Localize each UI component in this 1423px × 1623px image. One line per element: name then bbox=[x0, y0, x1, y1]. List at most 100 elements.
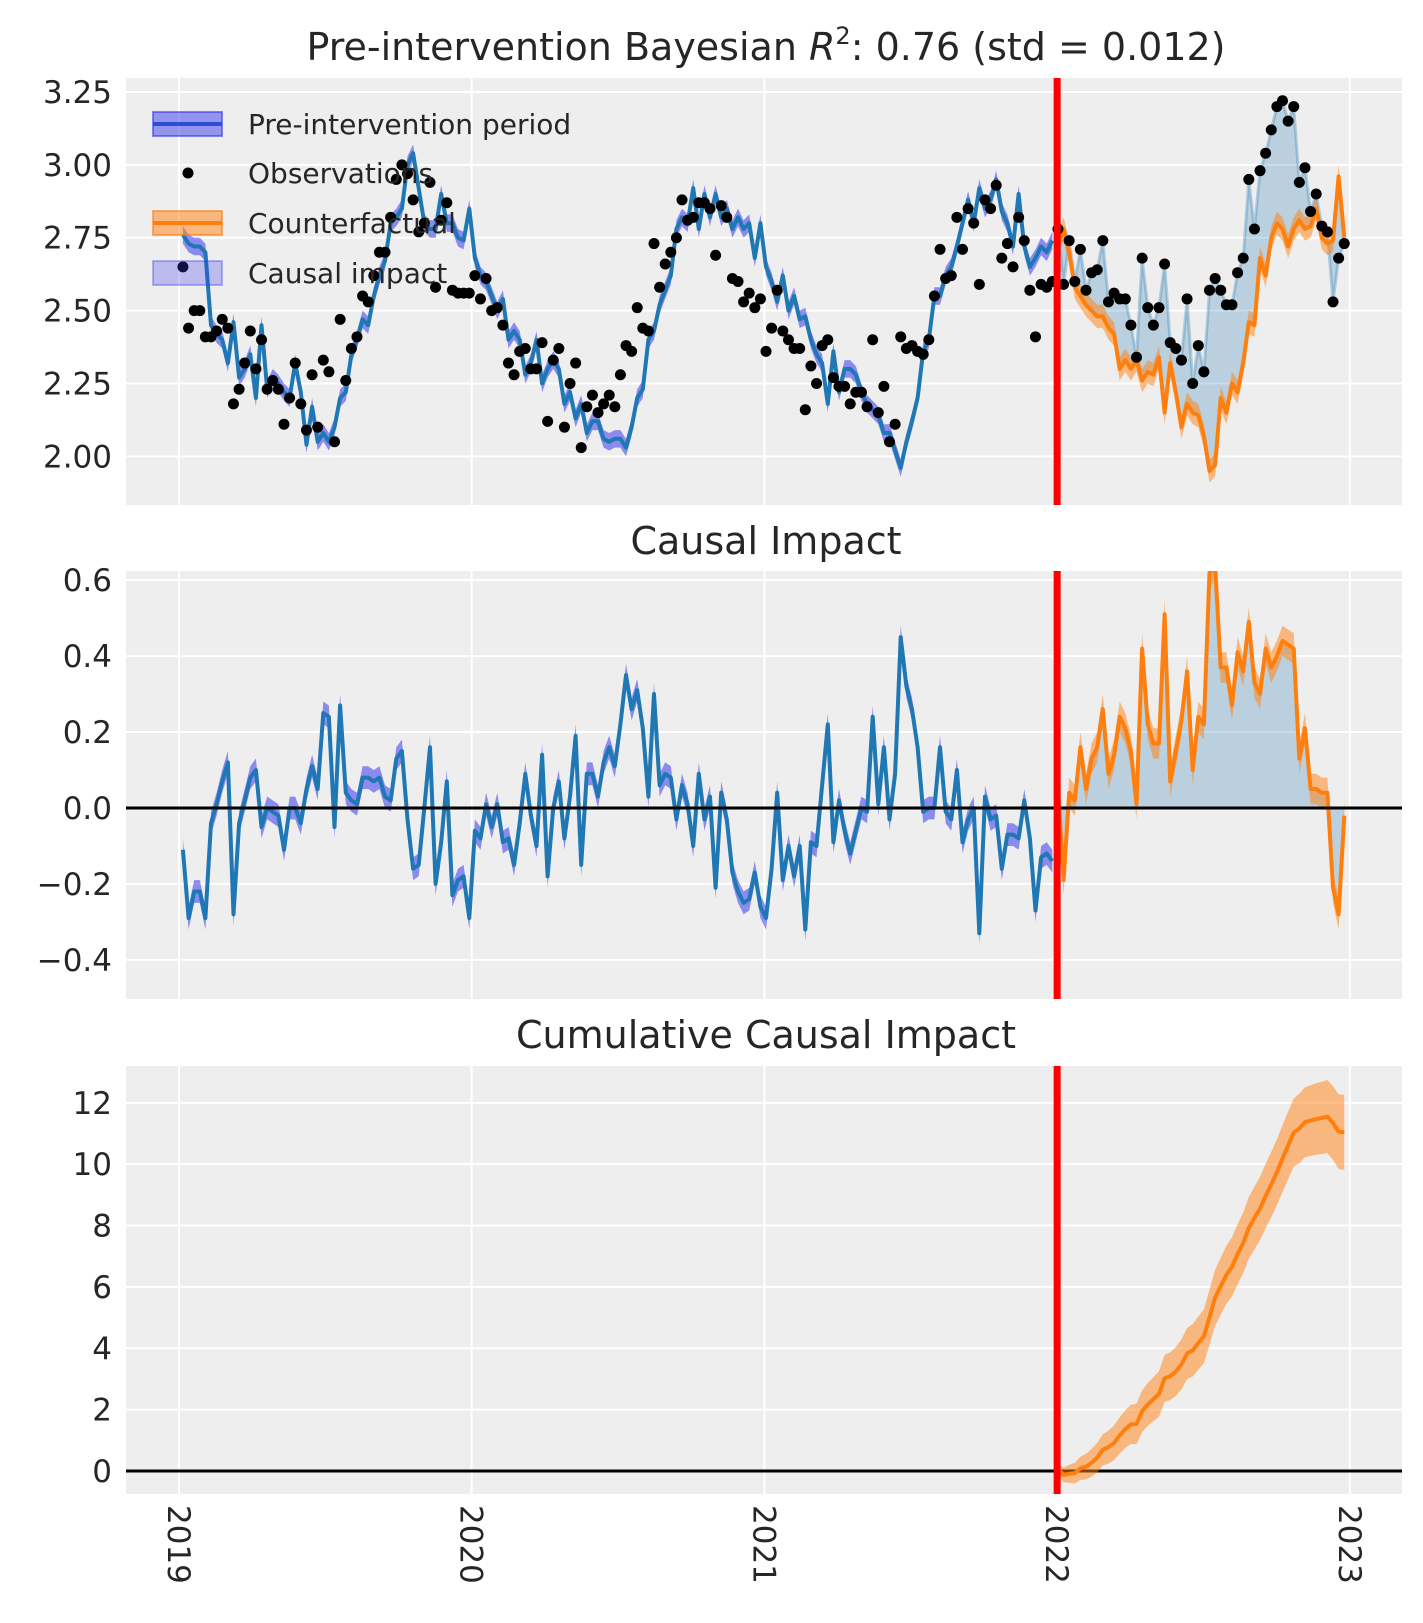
observation-point bbox=[430, 281, 442, 293]
fit-line bbox=[181, 151, 1055, 470]
legend-item-pre-intervention: Pre-intervention period bbox=[152, 108, 571, 141]
y-tick-label: 2.00 bbox=[43, 439, 112, 475]
observation-point bbox=[738, 296, 750, 308]
legend-label: Causal impact bbox=[248, 257, 447, 290]
observation-point bbox=[1170, 342, 1182, 354]
observation-point bbox=[1153, 302, 1165, 314]
observation-point bbox=[491, 302, 503, 314]
observation-point bbox=[777, 325, 789, 337]
observation-point bbox=[844, 398, 856, 410]
observation-point bbox=[996, 252, 1008, 264]
observation-point bbox=[760, 345, 772, 357]
observation-point bbox=[306, 369, 318, 381]
panel-1: 2.00 2.25 2.50 2.75 3.00 3.25 bbox=[43, 75, 1402, 505]
observation-point bbox=[441, 197, 453, 209]
observation-point bbox=[435, 214, 447, 226]
observation-point bbox=[508, 369, 520, 381]
impact-line-pre bbox=[180, 635, 1054, 936]
observation-point bbox=[1265, 124, 1277, 136]
observation-point bbox=[884, 436, 896, 448]
y-tick-label: 8 bbox=[92, 1209, 112, 1245]
y-tick-label: 2.75 bbox=[43, 221, 112, 257]
observation-point bbox=[362, 296, 374, 308]
observation-point bbox=[407, 194, 419, 206]
x-tick-label: 2023 bbox=[1331, 1505, 1367, 1584]
observation-point bbox=[317, 354, 329, 366]
observation-point bbox=[575, 442, 587, 454]
observation-point bbox=[985, 203, 997, 215]
observation-point bbox=[211, 325, 223, 337]
observation-point bbox=[586, 389, 598, 401]
observation-point bbox=[1080, 284, 1092, 296]
observation-point bbox=[244, 325, 256, 337]
observation-point bbox=[715, 200, 727, 212]
observation-point bbox=[1147, 319, 1159, 331]
observation-point bbox=[743, 287, 755, 299]
observation-point bbox=[216, 313, 228, 325]
y-tick-label: 0.6 bbox=[63, 563, 112, 599]
observation-point bbox=[261, 383, 273, 395]
y-tick-label: 0.4 bbox=[63, 639, 112, 675]
observation-point bbox=[295, 398, 307, 410]
observation-point bbox=[766, 322, 778, 334]
observation-point bbox=[329, 436, 341, 448]
observation-point bbox=[665, 246, 677, 258]
observation-point bbox=[749, 302, 761, 314]
observation-point bbox=[1125, 319, 1137, 331]
observation-point bbox=[553, 342, 565, 354]
panel3-title: Cumulative Causal Impact bbox=[516, 1013, 1016, 1057]
legend-band-purple-icon bbox=[152, 260, 223, 286]
observation-point bbox=[754, 293, 766, 305]
observation-point bbox=[614, 369, 626, 381]
y-tick-label: 0.0 bbox=[63, 791, 112, 827]
observation-point bbox=[1204, 284, 1216, 296]
observation-point bbox=[811, 377, 823, 389]
observation-point bbox=[710, 249, 722, 261]
cumulative-impact-line bbox=[1056, 1114, 1345, 1477]
observation-point bbox=[418, 217, 430, 229]
observation-point bbox=[402, 168, 414, 180]
observation-point bbox=[945, 270, 957, 282]
observation-point bbox=[1029, 331, 1041, 343]
observation-point bbox=[990, 179, 1002, 191]
observation-point bbox=[542, 415, 554, 427]
legend-label: Counterfactual bbox=[248, 207, 456, 240]
observation-point bbox=[626, 345, 638, 357]
legend-label: Pre-intervention period bbox=[248, 108, 571, 141]
observation-point bbox=[194, 305, 206, 317]
observation-point bbox=[177, 261, 189, 273]
observation-point bbox=[676, 194, 688, 206]
y-tick-label: −0.2 bbox=[37, 867, 112, 903]
observation-point bbox=[233, 383, 245, 395]
observation-point bbox=[424, 176, 436, 188]
observation-point bbox=[861, 401, 873, 413]
legend-item-counterfactual: Counterfactual bbox=[152, 207, 456, 240]
observation-point bbox=[654, 281, 666, 293]
observation-point bbox=[670, 232, 682, 244]
observation-point bbox=[1013, 211, 1025, 223]
x-tick-label: 2021 bbox=[745, 1505, 781, 1584]
observation-point bbox=[250, 363, 262, 375]
observation-point bbox=[889, 418, 901, 430]
observation-point bbox=[805, 360, 817, 372]
observation-point bbox=[872, 407, 884, 419]
observation-point bbox=[413, 226, 425, 238]
legend-label: Observations bbox=[248, 157, 433, 190]
observation-point bbox=[934, 243, 946, 255]
observation-point bbox=[609, 401, 621, 413]
observation-point bbox=[771, 284, 783, 296]
observation-point bbox=[839, 380, 851, 392]
x-tick-label: 2022 bbox=[1038, 1505, 1074, 1584]
y-tick-label: 3.25 bbox=[43, 75, 112, 111]
observation-point bbox=[659, 258, 671, 270]
observation-point bbox=[581, 401, 593, 413]
observation-point bbox=[1063, 235, 1075, 247]
observation-point bbox=[396, 159, 408, 171]
y-tick-label: 2.25 bbox=[43, 366, 112, 402]
observation-point bbox=[1248, 223, 1260, 235]
observation-point bbox=[390, 173, 402, 185]
observation-point bbox=[1254, 165, 1266, 177]
observation-point bbox=[272, 383, 284, 395]
observation-point bbox=[385, 211, 397, 223]
